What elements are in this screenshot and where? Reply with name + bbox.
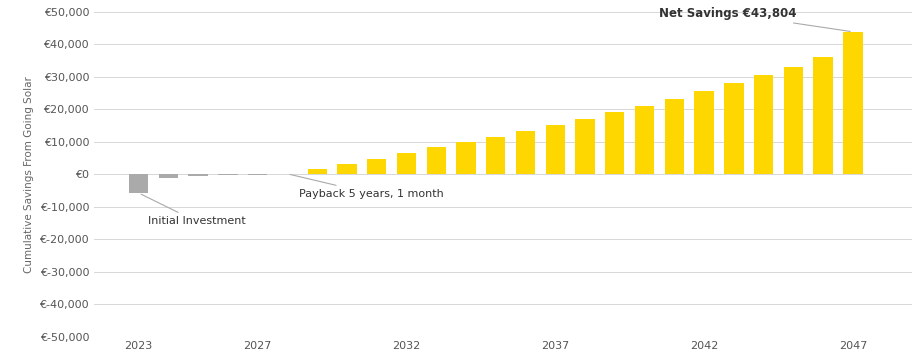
Bar <box>456 142 476 174</box>
Bar <box>813 57 833 174</box>
Bar <box>754 75 773 174</box>
Text: Initial Investment: Initial Investment <box>141 194 245 226</box>
Bar <box>635 106 655 174</box>
Bar <box>308 169 327 174</box>
Bar <box>248 174 267 175</box>
Bar <box>844 32 863 174</box>
Bar <box>129 174 149 193</box>
Bar <box>724 83 744 174</box>
Bar <box>218 174 238 175</box>
Bar <box>665 99 684 174</box>
Bar <box>337 164 356 174</box>
Bar <box>427 147 446 174</box>
Bar <box>545 125 565 174</box>
Bar <box>694 91 714 174</box>
Text: Net Savings €43,804: Net Savings €43,804 <box>659 7 850 31</box>
Bar <box>367 159 386 174</box>
Text: Payback 5 years, 1 month: Payback 5 years, 1 month <box>290 175 444 199</box>
Bar <box>516 131 535 174</box>
Bar <box>605 112 624 174</box>
Bar <box>487 137 506 174</box>
Bar <box>576 119 595 174</box>
Y-axis label: Cumulative Savings From Going Solar: Cumulative Savings From Going Solar <box>24 76 34 273</box>
Bar <box>159 174 178 178</box>
Bar <box>188 174 207 176</box>
Bar <box>397 153 416 174</box>
Bar <box>784 67 803 174</box>
